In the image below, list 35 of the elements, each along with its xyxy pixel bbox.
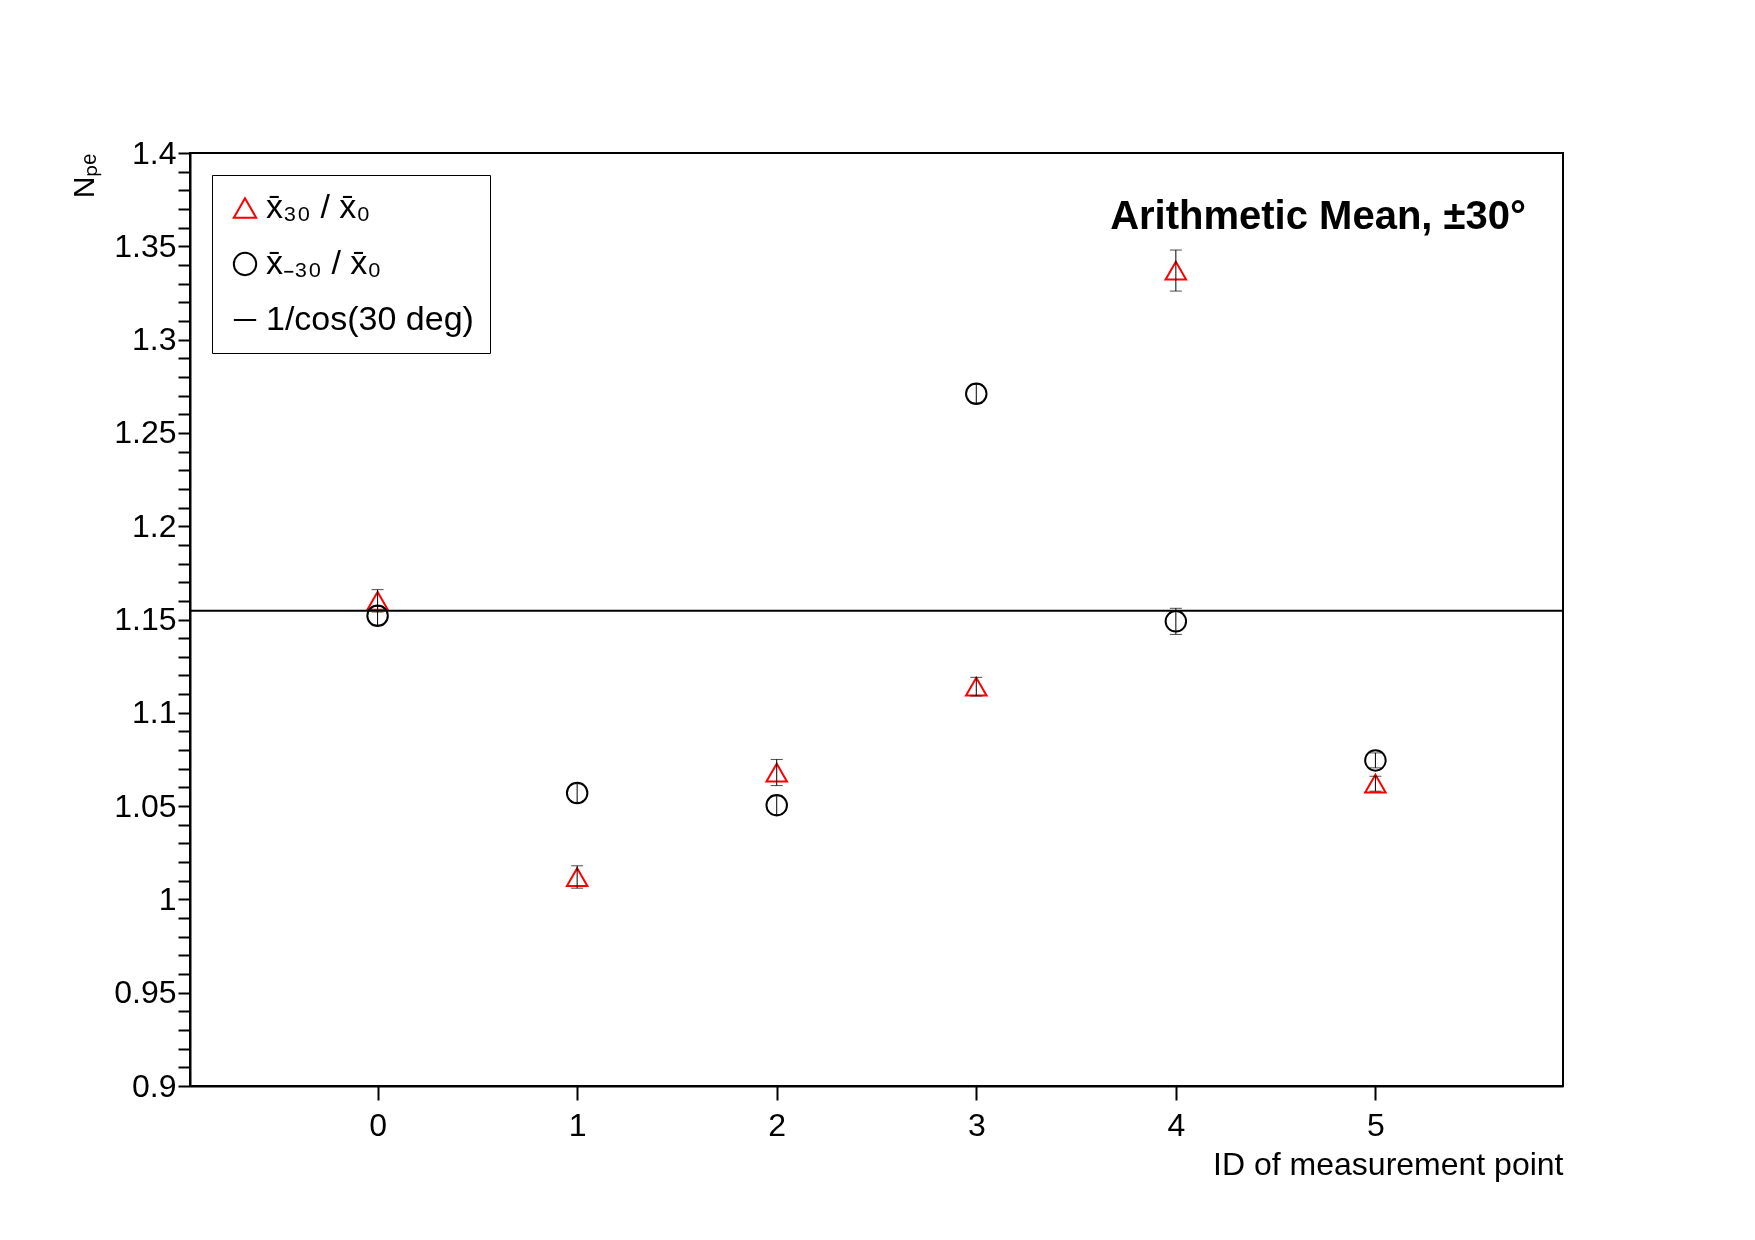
y-tick-label: 1.05 [114, 787, 177, 824]
y-tick-label: 1.3 [132, 321, 177, 358]
y-tick-label: 1.2 [132, 507, 177, 544]
point [1164, 610, 1188, 633]
y-tick-label: 1.25 [114, 414, 177, 451]
legend-label: 1/cos(30 deg) [266, 299, 474, 337]
x-tick-label: 1 [568, 1106, 587, 1143]
point [565, 867, 589, 887]
point [965, 382, 988, 405]
legend-label: x̄₃₀ / x̄₀ [266, 187, 371, 225]
x-tick-label: 2 [768, 1106, 787, 1143]
x-tick-label: 0 [369, 1106, 387, 1143]
point [965, 676, 988, 697]
x-tick-label: 3 [967, 1106, 986, 1143]
y-axis-title: Nₚₑ [67, 153, 103, 199]
x-tick-label: 5 [1367, 1106, 1385, 1143]
y-tick-label: 1 [158, 880, 177, 917]
point [1164, 260, 1188, 281]
y-tick-label: 1.15 [114, 601, 177, 637]
y-tick-label: 0.95 [114, 974, 177, 1011]
x-axis-title: ID of measurement point [1213, 1145, 1564, 1182]
point [765, 762, 788, 783]
point [366, 590, 389, 611]
text: Arithmetic Mean, ±30° [1110, 193, 1526, 237]
y-tick-label: 0.9 [132, 1067, 177, 1104]
point [366, 604, 389, 627]
point [765, 793, 788, 817]
x-tick-label: 4 [1167, 1106, 1186, 1143]
point [1364, 749, 1387, 772]
legend-label: x̄₋₃₀ / x̄₀ [266, 243, 382, 281]
point [565, 781, 589, 805]
y-tick-label: 1.1 [132, 694, 177, 731]
y-tick-label: 1.4 [132, 134, 177, 171]
point [1364, 773, 1387, 794]
y-tick-label: 1.35 [114, 227, 177, 264]
